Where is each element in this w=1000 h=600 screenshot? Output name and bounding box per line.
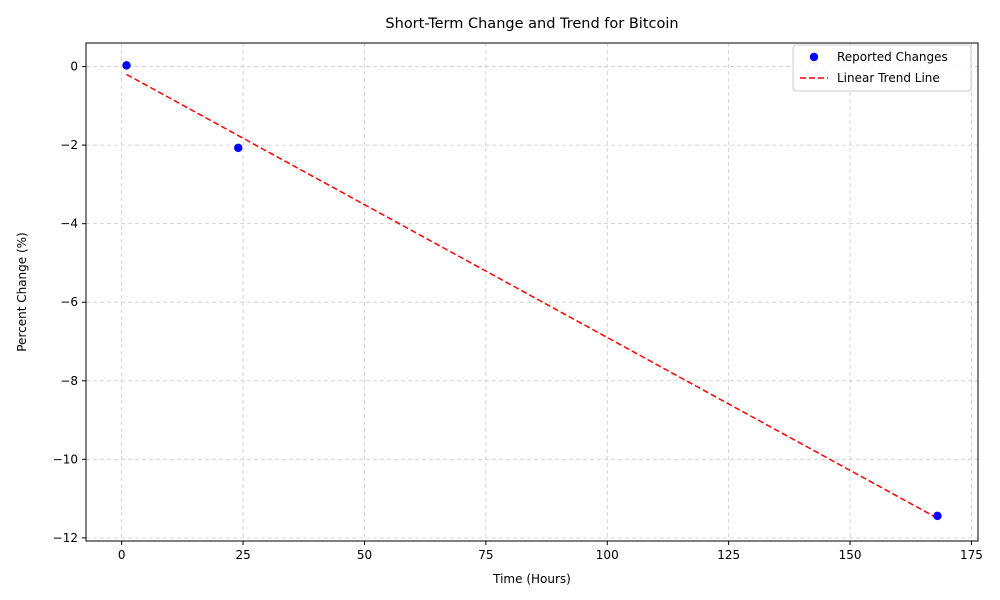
y-tick-label: −12 (53, 531, 78, 545)
y-axis-label: Percent Change (%) (15, 232, 29, 352)
legend-marker (809, 52, 819, 62)
x-tick-label: 150 (839, 548, 862, 562)
legend-label: Linear Trend Line (837, 71, 940, 85)
series-layer (122, 61, 942, 521)
x-tick-label: 0 (118, 548, 126, 562)
x-tick-label: 25 (235, 548, 250, 562)
legend-box (792, 44, 972, 92)
x-tick-label: 50 (357, 548, 372, 562)
x-tick-label: 75 (478, 548, 493, 562)
y-axis: 0 −2 −4 −6 −8 −10 −12 (53, 60, 86, 545)
x-tick-label: 125 (717, 548, 740, 562)
y-tick-label: −2 (60, 138, 78, 152)
plot-frame (85, 42, 979, 542)
chart-title: Short-Term Change and Trend for Bitcoin (385, 16, 678, 32)
x-axis-label: Time (Hours) (492, 572, 571, 586)
data-point (933, 511, 942, 521)
x-tick-label: 100 (596, 548, 619, 562)
legend-label: Reported Changes (837, 50, 948, 64)
data-point (234, 143, 243, 153)
x-tick-label: 175 (960, 548, 983, 562)
y-tick-label: 0 (70, 60, 78, 74)
y-tick-label: −8 (60, 374, 78, 388)
y-tick-label: −10 (53, 452, 78, 466)
y-tick-label: −4 (60, 217, 78, 231)
x-axis: 0 25 50 75 100 125 150 175 (118, 541, 983, 562)
y-tick-label: −6 (60, 295, 78, 309)
trend-line (126, 73, 938, 519)
legend: Reported Changes Linear Trend Line (792, 44, 972, 92)
data-point (122, 61, 131, 70)
grid (86, 43, 978, 541)
